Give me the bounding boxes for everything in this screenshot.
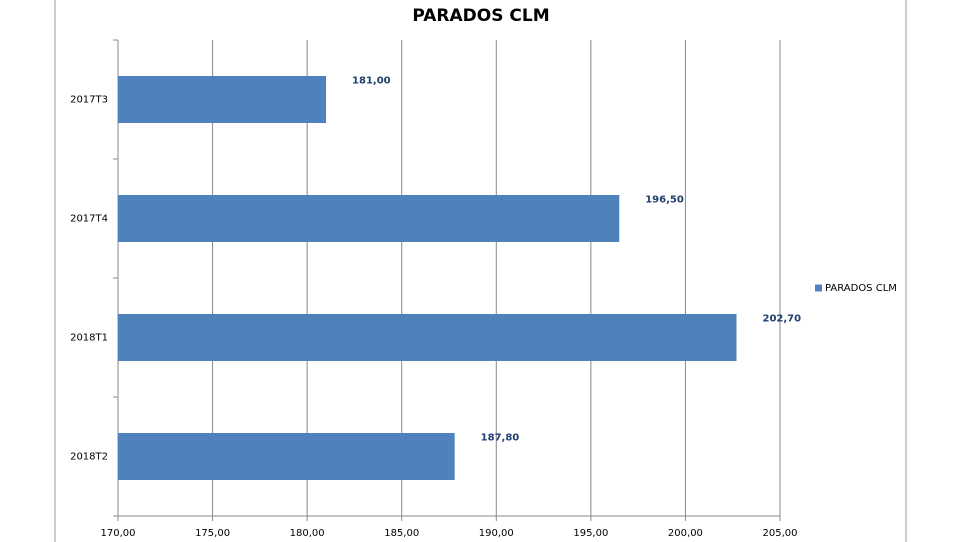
value-label: 196,50 — [645, 195, 684, 206]
x-tick-label: 190,00 — [479, 528, 514, 539]
x-tick-label: 180,00 — [290, 528, 325, 539]
legend-swatch — [815, 284, 822, 292]
x-tick-label: 175,00 — [195, 528, 230, 539]
bar — [118, 433, 455, 480]
bar — [118, 314, 737, 361]
x-tick-label: 185,00 — [384, 528, 419, 539]
x-tick-label: 170,00 — [101, 528, 136, 539]
bar — [118, 195, 620, 242]
x-tick-label: 200,00 — [668, 528, 703, 539]
y-tick-label: 2018T1 — [70, 333, 108, 344]
value-label: 187,80 — [481, 433, 520, 444]
chart-title: PARADOS CLM — [412, 6, 549, 26]
x-tick-label: 195,00 — [573, 528, 608, 539]
value-label: 202,70 — [762, 314, 801, 325]
bar — [118, 76, 327, 123]
x-tick-label: 205,00 — [763, 528, 798, 539]
y-tick-label: 2018T2 — [70, 452, 108, 463]
legend-label: PARADOS CLM — [825, 283, 897, 294]
y-tick-label: 2017T4 — [70, 214, 108, 225]
y-tick-label: 2017T3 — [70, 95, 108, 106]
value-label: 181,00 — [352, 76, 391, 87]
